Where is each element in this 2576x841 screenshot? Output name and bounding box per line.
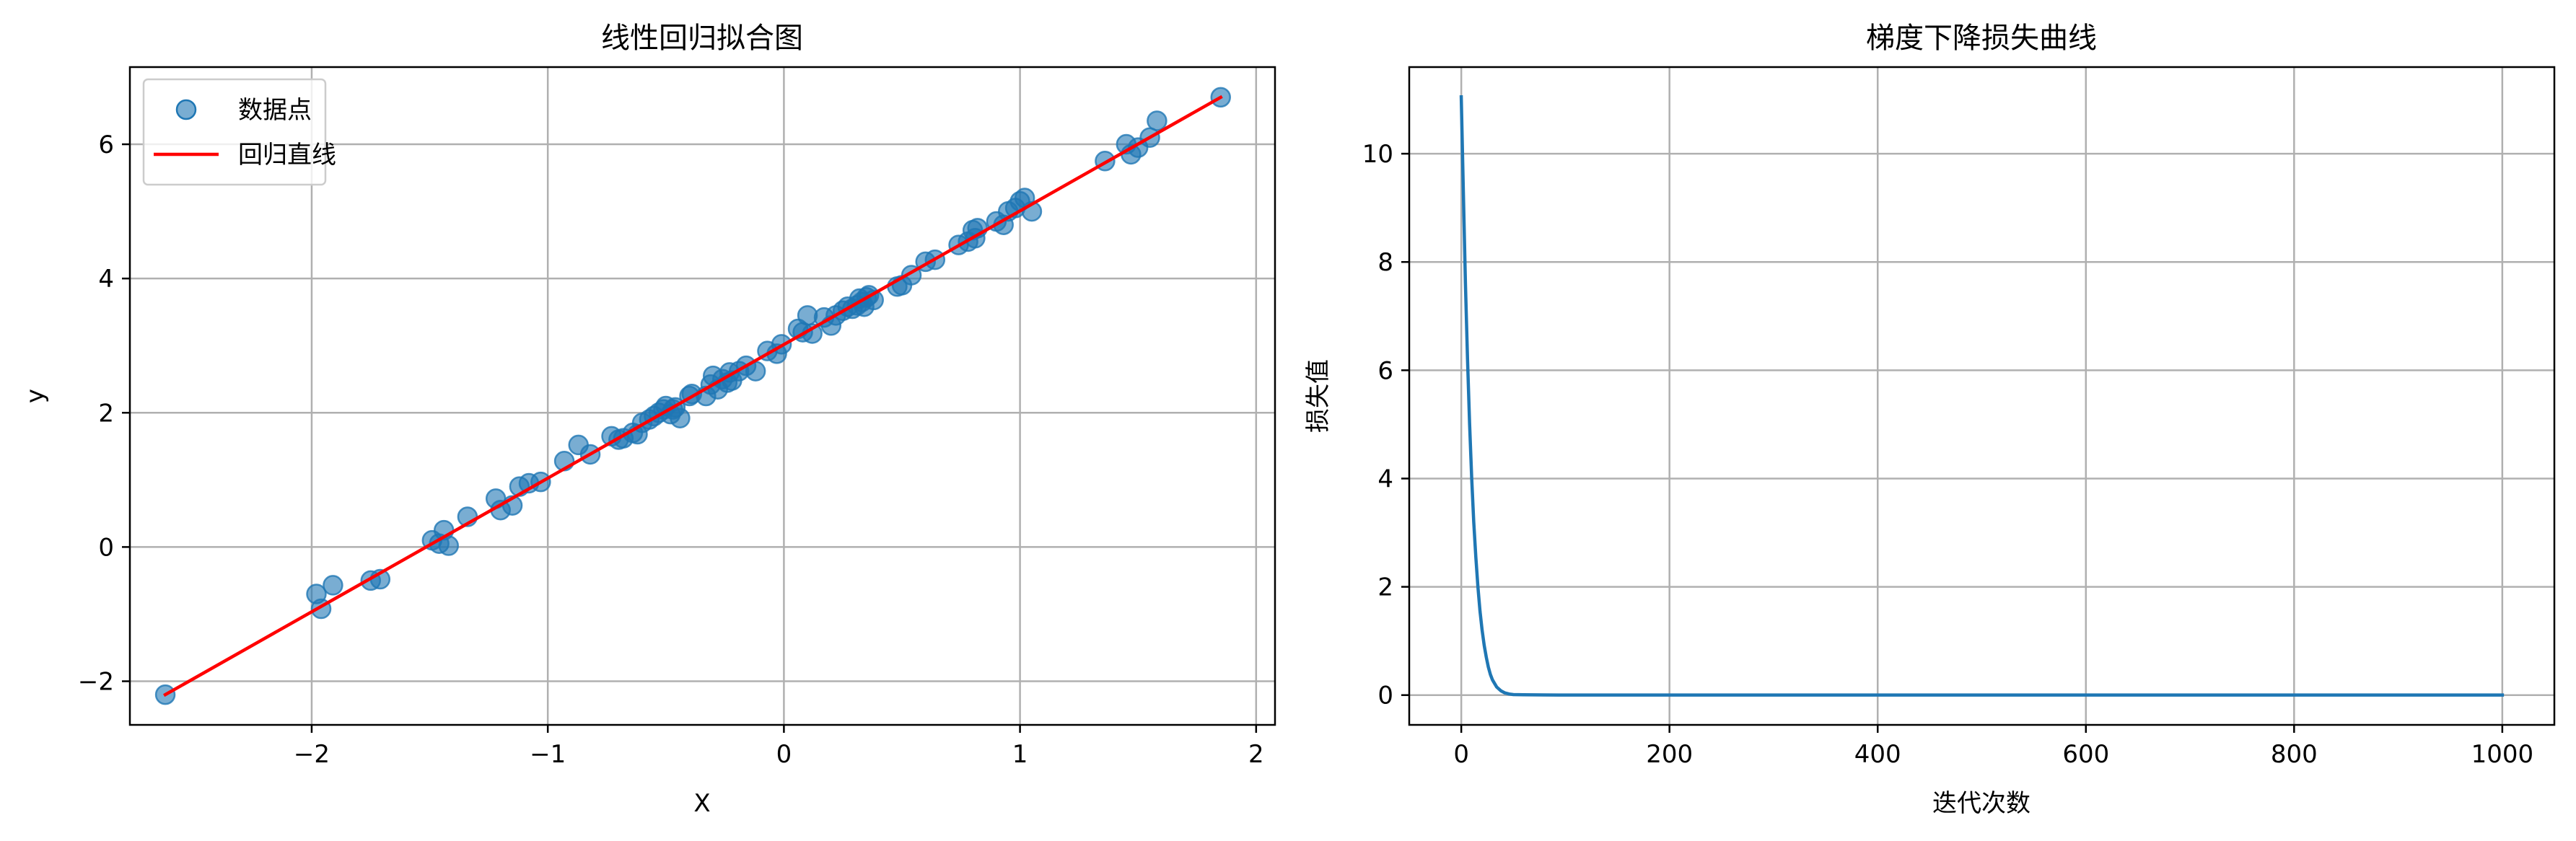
data-point (1147, 110, 1167, 131)
legend-scatter-label: 数据点 (238, 96, 312, 125)
regression-axes-frame (128, 66, 1276, 726)
loss-y-tick-label: 0 (1377, 682, 1393, 710)
regression-line (163, 94, 1223, 697)
regression-y-axis-label: y (21, 389, 50, 403)
loss-x-tick-label: 400 (1854, 740, 1901, 769)
regression-y-tick-label: −2 (78, 668, 114, 697)
loss-y-axis-label: 损失值 (1304, 359, 1333, 433)
loss-x-tick-label: 200 (1646, 740, 1693, 769)
regression-y-tick-label: 0 (98, 533, 114, 562)
regression-y-tick-label: 6 (98, 131, 114, 159)
loss-plot-area (1409, 67, 2554, 725)
loss-x-axis-label: 迭代次数 (1932, 789, 2030, 818)
data-point (670, 408, 691, 428)
loss-y-tick-label: 6 (1377, 356, 1393, 385)
data-point (323, 575, 343, 596)
regression-y-tick-label: 4 (98, 265, 114, 294)
loss-chart: 0 200 400 600 800 1000 0 2 4 6 8 10 梯度下降损失曲线 迭代次数 损… (1304, 22, 2556, 818)
loss-x-tick-label: 0 (1453, 740, 1469, 769)
legend-line-label: 回归直线 (238, 141, 336, 169)
regression-series (154, 87, 1231, 705)
regression-x-tick-label: −2 (294, 740, 330, 769)
legend-scatter-marker (175, 99, 197, 120)
regression-legend: 数据点 回归直线 (142, 78, 336, 186)
loss-y-tick-label: 4 (1377, 464, 1393, 493)
regression-x-axis-label: X (693, 789, 710, 818)
regression-x-tick-label: 1 (1012, 740, 1028, 769)
regression-chart-title: 线性回归拟合图 (601, 22, 803, 55)
loss-ticks: 0 200 400 600 800 1000 0 2 4 6 8 10 (1362, 140, 2533, 769)
loss-y-tick-label: 8 (1377, 248, 1393, 277)
data-point (438, 535, 459, 556)
loss-series (1459, 95, 2505, 697)
loss-y-tick-label: 2 (1377, 573, 1393, 602)
loss-x-tick-label: 600 (2062, 740, 2109, 769)
regression-y-tick-label: 2 (98, 399, 114, 428)
loss-curve (1459, 95, 2505, 697)
regression-grid (130, 67, 1275, 725)
regression-ticks: −2 −1 0 1 2 −2 0 2 4 6 (78, 131, 1264, 769)
loss-x-tick-label: 800 (2271, 740, 2318, 769)
regression-x-tick-label: 2 (1248, 740, 1264, 769)
regression-x-tick-label: 0 (776, 740, 792, 769)
regression-x-tick-label: −1 (530, 740, 566, 769)
loss-chart-title: 梯度下降损失曲线 (1866, 22, 2097, 55)
loss-y-tick-label: 10 (1362, 140, 1393, 169)
loss-axes-frame (1408, 66, 2556, 726)
regression-chart: −2 −1 0 1 2 −2 0 2 4 6 线性回归拟合图 X y 数据点 回归直线 (21, 22, 1276, 818)
loss-x-tick-label: 1000 (2471, 740, 2534, 769)
